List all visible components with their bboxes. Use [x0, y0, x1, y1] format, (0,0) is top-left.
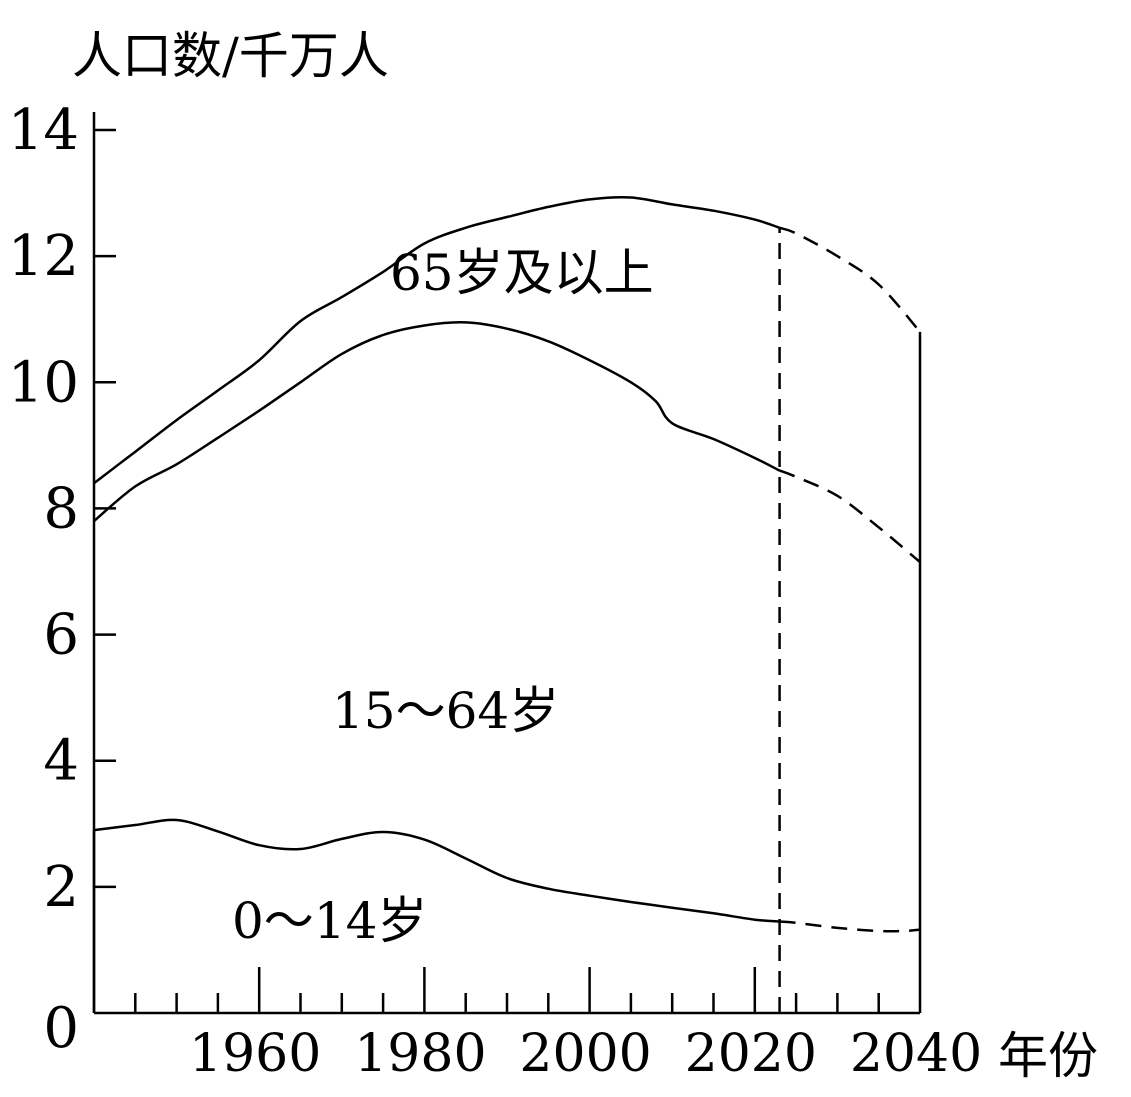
x-tick-label: 1960: [189, 1024, 321, 1084]
y-tick-label: 8: [43, 476, 79, 541]
series-line-projected: [779, 226, 921, 333]
x-tick-label: 2020: [685, 1024, 817, 1084]
series-labels: 0～14岁 15～64岁 65岁及以上: [232, 244, 654, 950]
y-tick-label: 2: [43, 855, 79, 920]
series-line-projected: [779, 920, 921, 933]
y-tick-label: 4: [43, 729, 79, 794]
y-tick-label: 12: [8, 224, 79, 289]
y-axis-title: 人口数/千万人: [72, 27, 389, 85]
series-line-observed: [93, 321, 781, 522]
x-axis-title: 年份: [998, 1027, 1098, 1085]
y-tick-label: 0: [43, 996, 79, 1061]
x-tick-label: 1980: [354, 1024, 486, 1084]
series-label: 0～14岁: [232, 892, 427, 950]
x-tick-label: 2000: [519, 1024, 651, 1084]
x-tick-label: 2040: [850, 1024, 982, 1084]
series-lines: [93, 195, 921, 1013]
y-tick-label: 10: [8, 350, 79, 415]
series-label: 65岁及以上: [390, 244, 654, 302]
axis-ticks: 0 2 4 6 8 10 12 14 1960 1980 2000 2020 2040: [8, 98, 982, 1084]
series-line-projected: [779, 469, 921, 563]
y-tick-label: 14: [8, 98, 79, 163]
series-label: 15～64岁: [332, 682, 559, 740]
series-line-observed: [93, 195, 781, 485]
y-tick-label: 6: [43, 603, 79, 668]
series-line-observed: [93, 818, 780, 923]
